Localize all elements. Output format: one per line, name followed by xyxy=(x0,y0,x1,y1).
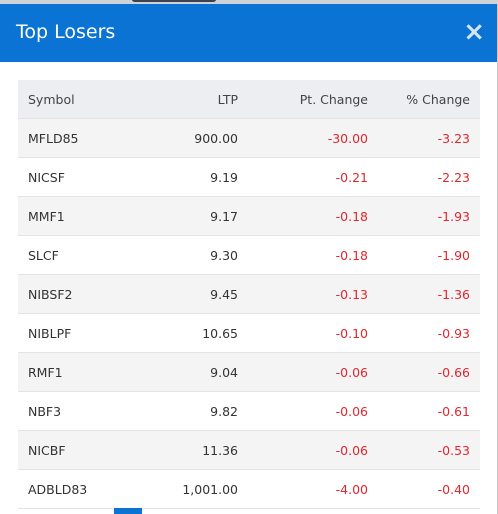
modal: Top Losers × Symbol LTP Pt. Change% Change… xyxy=(0,4,498,514)
table-cell: 11.36 xyxy=(148,430,248,470)
table-cell: -4.00 xyxy=(248,469,378,509)
table-row: NIBLPF 10.65 -0.10 -0.93 xyxy=(18,313,480,353)
losers-table: Symbol LTP Pt. Change% Change MFLD85 900.00… xyxy=(18,80,480,509)
table-cell: SLCF xyxy=(18,235,148,275)
table-body: MFLD85 900.00 -30.00 -3.23 NICSF 9.19 -0.21 -2.… xyxy=(18,118,480,509)
table-cell: 1,001.00 xyxy=(148,469,248,509)
table-cell: NICSF xyxy=(18,157,148,197)
close-button[interactable]: × xyxy=(463,17,485,47)
table-cell: -1.93 xyxy=(378,196,480,236)
table-row: RMF1 9.04 -0.06 -0.66 xyxy=(18,352,480,392)
table-cell: -30.00 xyxy=(248,118,378,158)
table-cell: -0.06 xyxy=(248,430,378,470)
table-cell: -0.53 xyxy=(378,430,480,470)
table-cell: 900.00 xyxy=(148,118,248,158)
column-header: Pt. Change xyxy=(248,80,378,119)
table-cell: 9.82 xyxy=(148,391,248,431)
header-row: Symbol LTP Pt. Change% Change xyxy=(18,80,480,119)
table-cell: 9.30 xyxy=(148,235,248,275)
column-header: LTP xyxy=(148,80,248,119)
table-cell: MFLD85 xyxy=(18,118,148,158)
table-row: MFLD85 900.00 -30.00 -3.23 xyxy=(18,118,480,158)
table-cell: NIBLPF xyxy=(18,313,148,353)
table-cell: -0.21 xyxy=(248,157,378,197)
table-row: NICSF 9.19 -0.21 -2.23 xyxy=(18,157,480,197)
modal-title: Top Losers xyxy=(16,21,116,43)
table-cell: MMF1 xyxy=(18,196,148,236)
background-tab xyxy=(114,508,142,514)
table-cell: 9.04 xyxy=(148,352,248,392)
column-header: Symbol xyxy=(18,80,148,119)
table-cell: 9.17 xyxy=(148,196,248,236)
table-row: NICBF 11.36 -0.06 -0.53 xyxy=(18,430,480,470)
table-cell: 9.19 xyxy=(148,157,248,197)
modal-header: Top Losers × xyxy=(0,4,497,62)
table-cell: -0.06 xyxy=(248,352,378,392)
table-cell: ADBLD83 xyxy=(18,469,148,509)
table-cell: NBF3 xyxy=(18,391,148,431)
table-cell: -0.18 xyxy=(248,196,378,236)
table-cell: -0.06 xyxy=(248,391,378,431)
table-cell: RMF1 xyxy=(18,352,148,392)
table-cell: -0.10 xyxy=(248,313,378,353)
table-cell: -0.13 xyxy=(248,274,378,314)
table-row: ADBLD83 1,001.00 -4.00 -0.40 xyxy=(18,469,480,509)
table-cell: NICBF xyxy=(18,430,148,470)
table-cell: 10.65 xyxy=(148,313,248,353)
table-row: NBF3 9.82 -0.06 -0.61 xyxy=(18,391,480,431)
table-cell: -2.23 xyxy=(378,157,480,197)
table-cell: 9.45 xyxy=(148,274,248,314)
table-cell: -0.66 xyxy=(378,352,480,392)
table-cell: -0.93 xyxy=(378,313,480,353)
table-row: NIBSF2 9.45 -0.13 -1.36 xyxy=(18,274,480,314)
table-row: MMF1 9.17 -0.18 -1.93 xyxy=(18,196,480,236)
table-cell: -1.90 xyxy=(378,235,480,275)
background-bar xyxy=(132,0,216,2)
table-cell: -0.40 xyxy=(378,469,480,509)
table-cell: -3.23 xyxy=(378,118,480,158)
table-cell: -0.61 xyxy=(378,391,480,431)
table-cell: -1.36 xyxy=(378,274,480,314)
table-cell: -0.18 xyxy=(248,235,378,275)
table-row: SLCF 9.30 -0.18 -1.90 xyxy=(18,235,480,275)
background-strip xyxy=(0,0,498,4)
table-cell: NIBSF2 xyxy=(18,274,148,314)
column-header: % Change xyxy=(378,80,480,119)
